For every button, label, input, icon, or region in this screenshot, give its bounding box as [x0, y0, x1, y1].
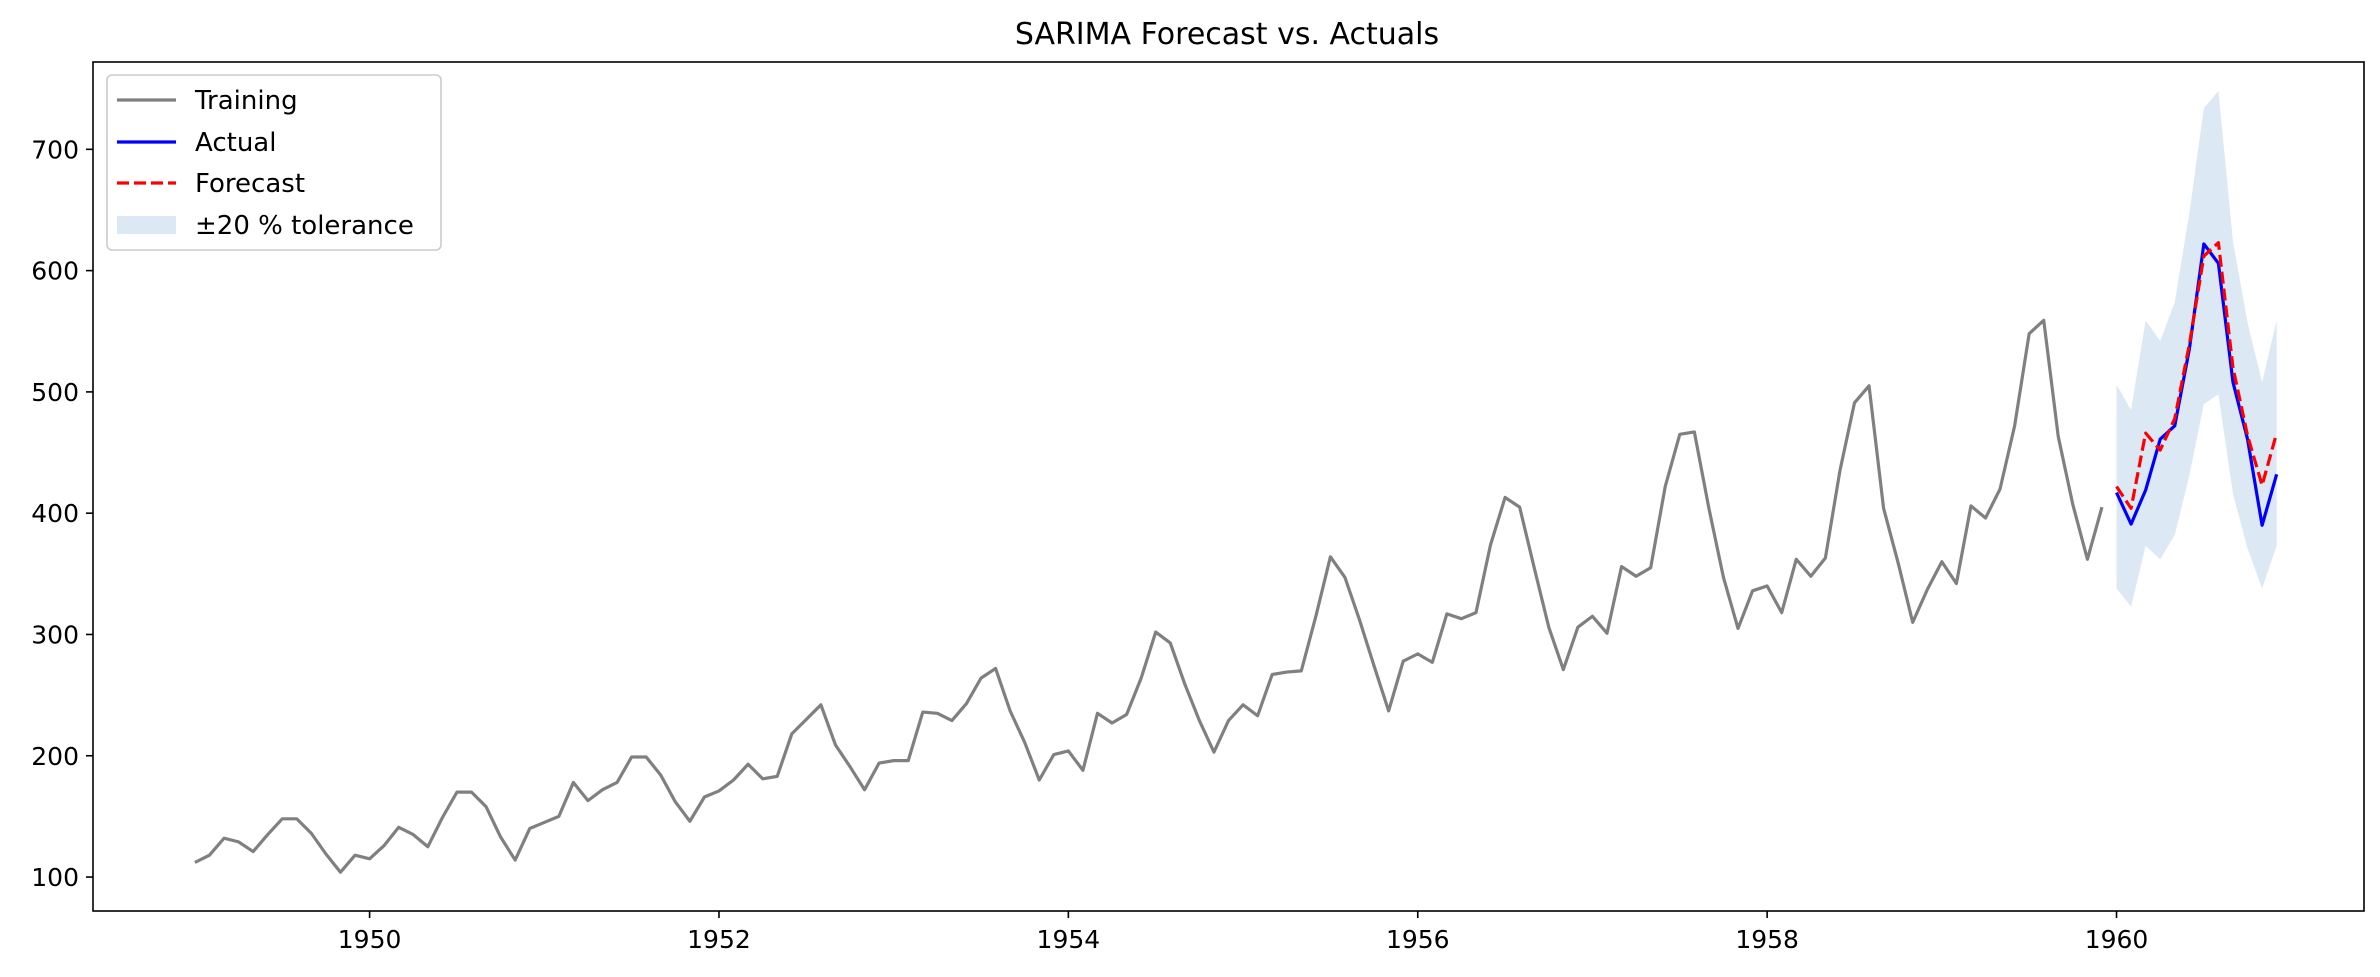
y-tick-label: 700: [31, 135, 79, 164]
y-tick-label: 500: [31, 378, 79, 407]
y-tick-label: 200: [31, 742, 79, 771]
x-tick-label: 1954: [1037, 925, 1101, 954]
plot-area: [194, 91, 2279, 874]
y-tick-label: 300: [31, 620, 79, 649]
legend: Training Actual Forecast ±20 % tolerance: [106, 74, 442, 251]
legend-label-tolerance: ±20 % tolerance: [195, 211, 414, 241]
chart-title: SARIMA Forecast vs. Actuals: [1015, 17, 1439, 52]
x-tick-label: 1958: [1735, 925, 1799, 954]
legend-box: [106, 74, 442, 251]
plot-content: [194, 91, 2279, 874]
plot-frame: [92, 61, 2365, 912]
y-tick-label: 600: [31, 257, 79, 286]
legend-label-forecast: Forecast: [195, 169, 305, 199]
legend-swatch-tolerance: [117, 216, 176, 234]
x-tick-label: 1960: [2085, 925, 2149, 954]
y-tick-label: 400: [31, 499, 79, 528]
legend-label-training: Training: [194, 86, 298, 116]
x-tick-label: 1956: [1386, 925, 1450, 954]
y-tick-label: 100: [31, 863, 79, 892]
x-tick-label: 1952: [687, 925, 751, 954]
tolerance-band: [2116, 91, 2277, 607]
legend-label-actual: Actual: [195, 128, 276, 158]
x-tick-label: 1950: [338, 925, 402, 954]
axes: 1950 1952 1954 1956 1958 1960 100 200 300 400 500 6…: [31, 61, 2365, 954]
series-line-training: [194, 318, 2104, 874]
series-line-forecast: [2115, 241, 2279, 510]
